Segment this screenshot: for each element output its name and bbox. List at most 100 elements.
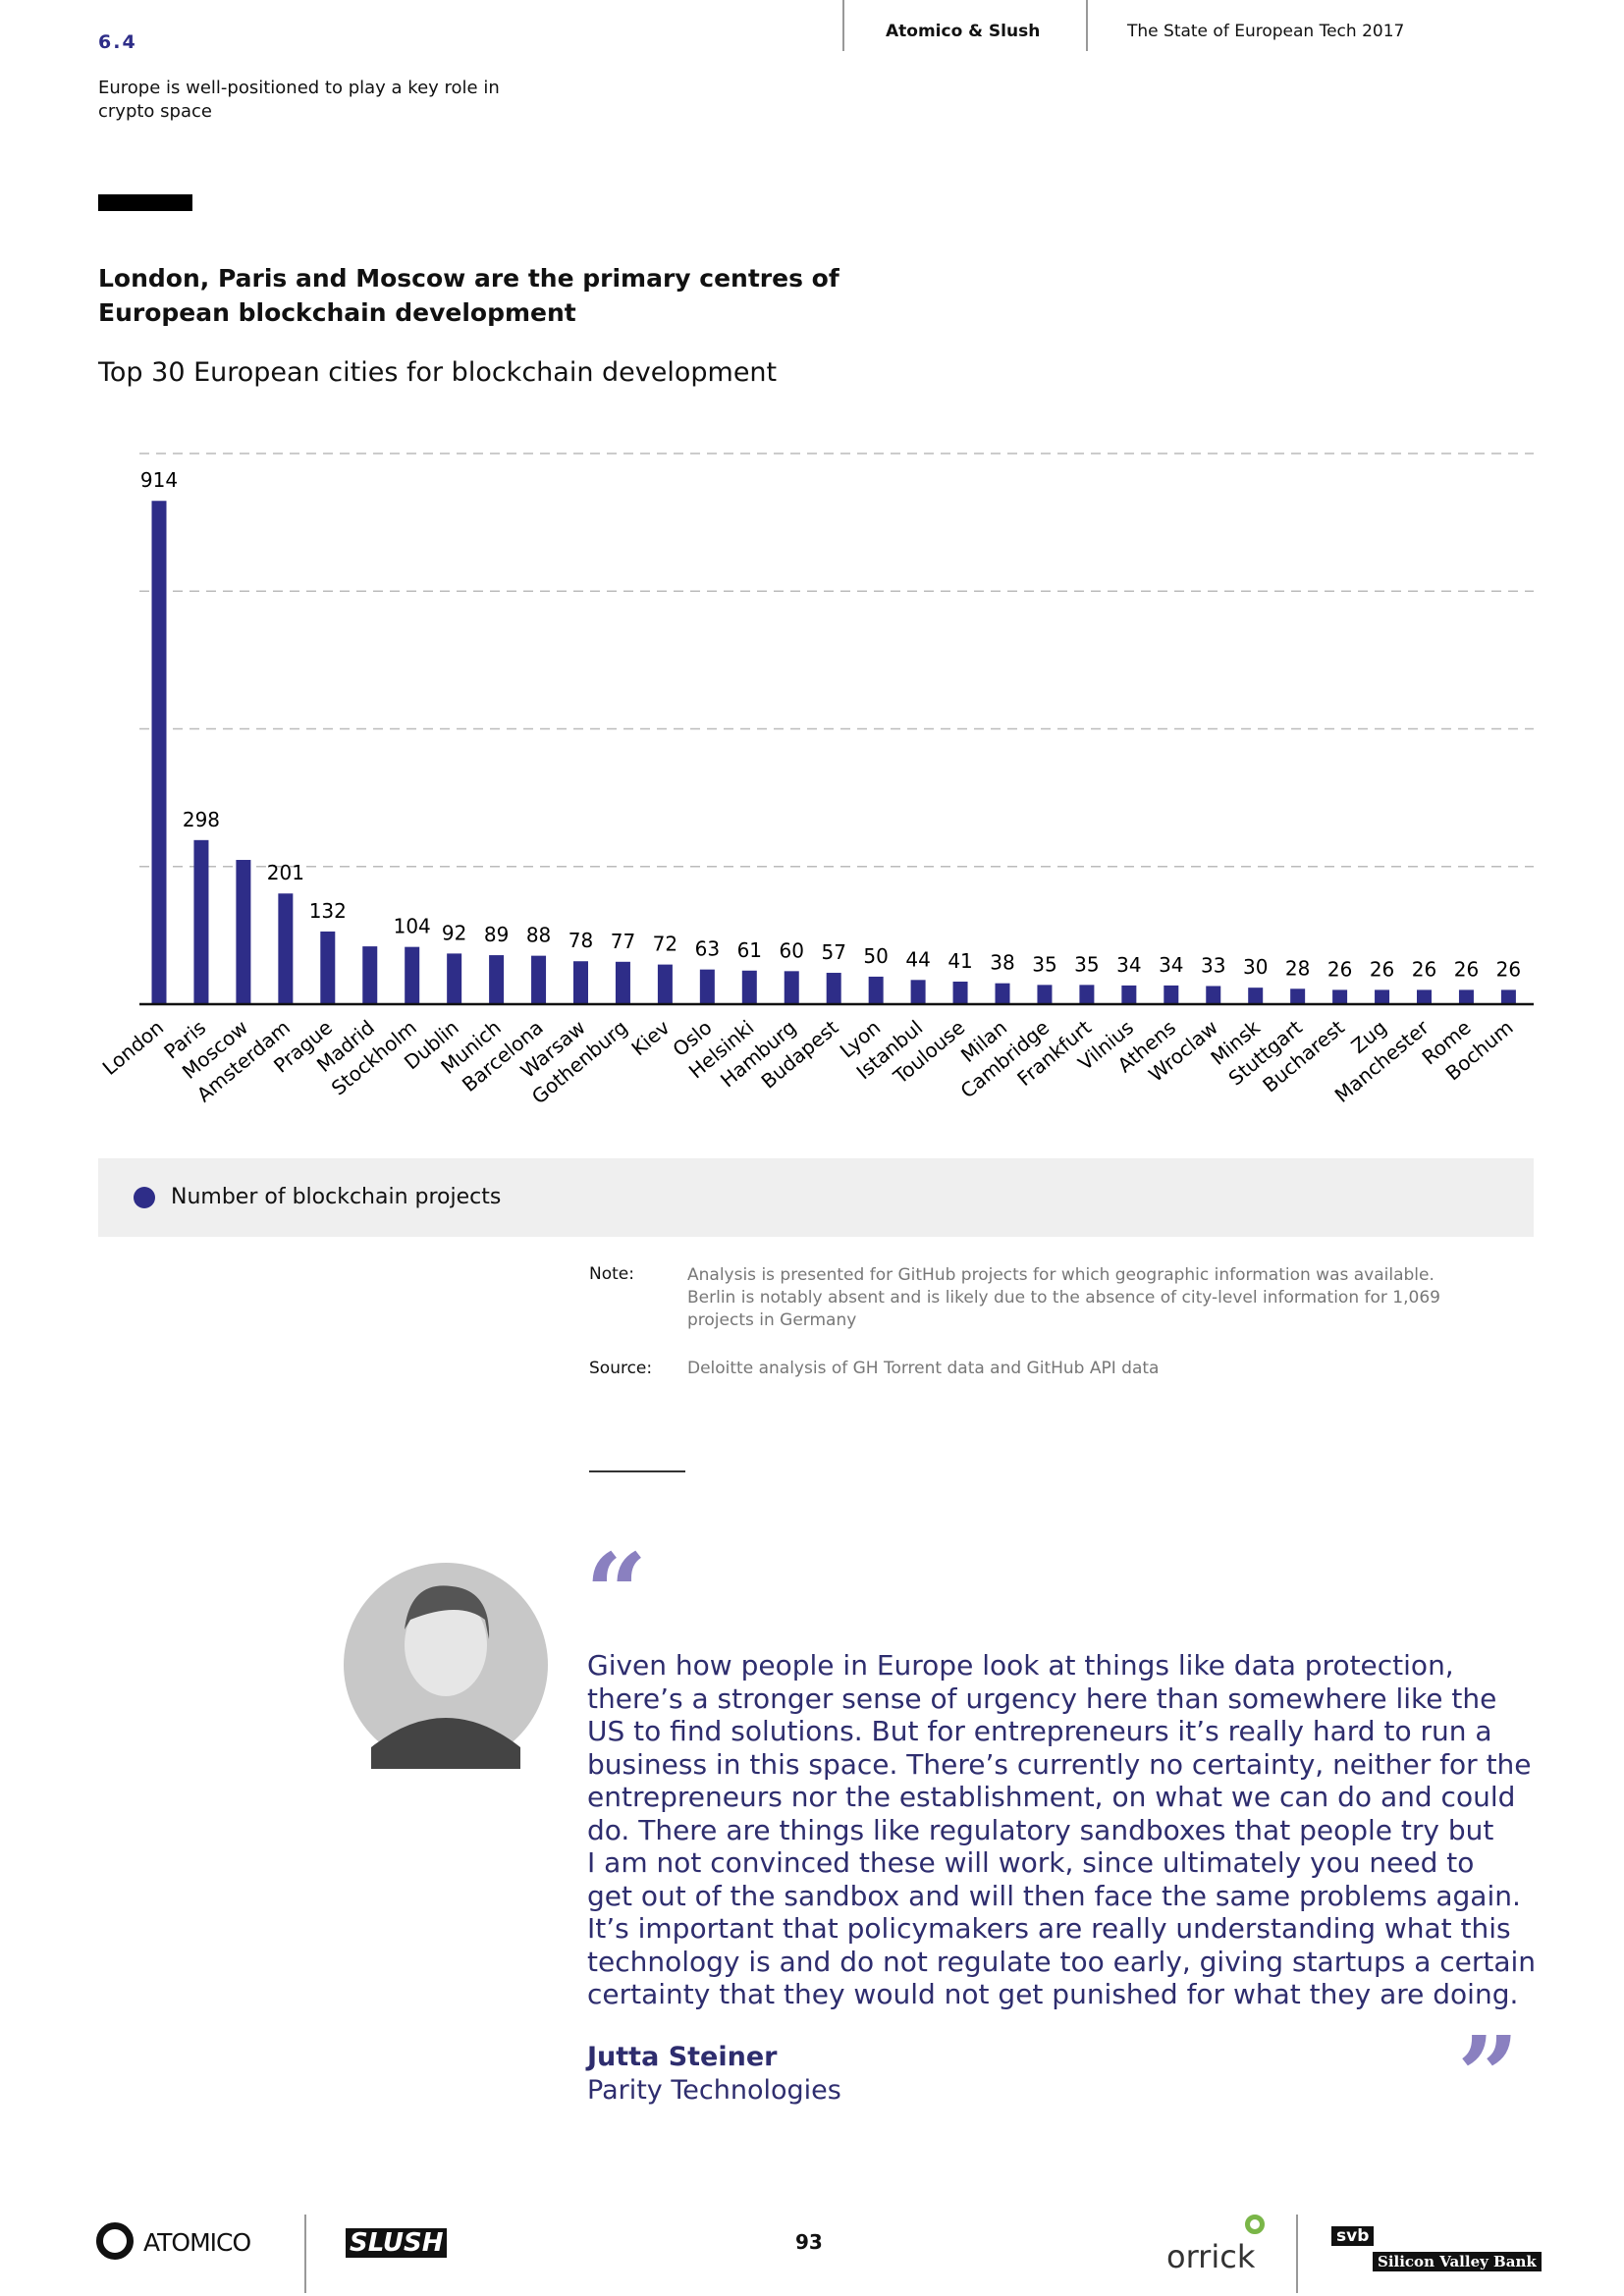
- bar: [1417, 989, 1432, 1004]
- divider: [589, 1470, 685, 1472]
- value-label: 50: [863, 944, 888, 968]
- bar: [1248, 988, 1264, 1004]
- x-tick-label: London: [98, 1015, 169, 1080]
- quote-company: Parity Technologies: [587, 2075, 841, 2106]
- bar: [657, 964, 673, 1004]
- bar: [362, 946, 378, 1004]
- value-label: 41: [947, 949, 972, 973]
- quote-line: I am not convinced these will work, sinc…: [587, 1846, 1475, 1879]
- bar: [1037, 985, 1053, 1004]
- chart-title: London, Paris and Moscow are the primary…: [98, 264, 839, 327]
- quote-line: entrepreneurs nor the establishment, on …: [587, 1781, 1516, 1813]
- quote-line: Given how people in Europe look at thing…: [587, 1649, 1454, 1682]
- value-label: 298: [183, 808, 220, 831]
- value-label: 33: [1201, 953, 1225, 977]
- bar: [1079, 985, 1095, 1004]
- value-label: 63: [695, 937, 720, 961]
- divider: [842, 0, 844, 51]
- value-label: 104: [394, 915, 431, 938]
- quote-mark-open: “: [585, 1529, 648, 1656]
- divider: [1086, 0, 1088, 51]
- value-label: 60: [780, 938, 804, 962]
- quote-line: business in this space. There’s currentl…: [587, 1747, 1532, 1781]
- accent-bar: [98, 194, 192, 211]
- logo-svb: svb: [1331, 2226, 1375, 2246]
- value-label: 72: [653, 933, 677, 956]
- logo-svb-name: Silicon Valley Bank: [1373, 2252, 1542, 2271]
- quote: Given how people in Europe look at thing…: [587, 1649, 1536, 2011]
- source-text: Deloitte analysis of GH Torrent data and…: [687, 1359, 1160, 1378]
- logo-orrick: orrick: [1166, 2238, 1256, 2275]
- value-label: 88: [526, 924, 551, 947]
- bar: [1332, 989, 1348, 1004]
- atomico-icon: [96, 2222, 134, 2260]
- logo-slush: SLUSH: [346, 2228, 448, 2258]
- value-label: 89: [484, 923, 509, 946]
- value-label: 57: [821, 940, 845, 964]
- bar: [826, 973, 841, 1004]
- value-label: 38: [990, 951, 1014, 975]
- bar: [1290, 988, 1306, 1004]
- bar: [405, 946, 420, 1004]
- value-label: 78: [568, 929, 593, 952]
- value-label: 26: [1412, 957, 1436, 981]
- bar: [531, 955, 547, 1004]
- quote-line: certainty that they would not get punish…: [587, 1978, 1519, 2010]
- quote-line: US to find solutions. But for entreprene…: [587, 1715, 1492, 1747]
- bar: [784, 971, 799, 1004]
- bar: [151, 501, 167, 1005]
- value-label: 35: [1074, 952, 1099, 976]
- x-tick-label: Kiev: [626, 1015, 674, 1060]
- portrait: [344, 1563, 548, 1769]
- bar: [1375, 989, 1390, 1004]
- bar: [278, 893, 294, 1004]
- legend-label: Number of blockchain projects: [171, 1185, 502, 1209]
- bar: [952, 981, 968, 1004]
- value-label: 26: [1370, 957, 1394, 981]
- quote-line: get out of the sandbox and will then fac…: [587, 1879, 1521, 1912]
- divider: [304, 2215, 306, 2293]
- quote-line: do. There are things like regulatory san…: [587, 1813, 1494, 1846]
- bar: [193, 839, 209, 1004]
- legend: Number of blockchain projects: [98, 1158, 1534, 1237]
- quote-line: technology is and do not regulate too ea…: [587, 1945, 1537, 1978]
- source-label: Source:: [589, 1359, 653, 1378]
- note-text: Analysis is presented for GitHub project…: [687, 1265, 1440, 1330]
- bar: [1206, 986, 1221, 1004]
- value-label: 28: [1285, 956, 1310, 980]
- orrick-icon: [1245, 2215, 1265, 2234]
- bar: [995, 983, 1010, 1004]
- section-title: Europe is well-positioned to play a key …: [98, 78, 500, 122]
- report-title: The State of European Tech 2017: [1127, 22, 1405, 41]
- chart-subtitle: Top 30 European cities for blockchain de…: [98, 357, 778, 388]
- bar: [236, 860, 251, 1004]
- divider: [1296, 2215, 1298, 2293]
- bar: [1458, 989, 1474, 1004]
- note-label: Note:: [589, 1264, 634, 1284]
- bar: [573, 961, 588, 1004]
- value-label: 26: [1496, 957, 1521, 981]
- bar: [489, 955, 505, 1004]
- bar: [868, 976, 884, 1004]
- logo-atomico: ATOMICO: [143, 2228, 251, 2257]
- quote-line: there’s a stronger sense of urgency here…: [587, 1682, 1497, 1715]
- value-label: 92: [442, 921, 466, 944]
- quote-author: Jutta Steiner: [587, 2042, 778, 2072]
- value-label: 914: [140, 468, 178, 492]
- value-label: 26: [1327, 957, 1352, 981]
- value-label: 30: [1243, 955, 1268, 979]
- value-label: 132: [309, 899, 347, 923]
- legend-swatch: [134, 1187, 155, 1208]
- bar: [615, 961, 630, 1004]
- publisher: Atomico & Slush: [886, 22, 1041, 41]
- value-label: 61: [737, 938, 762, 962]
- page-number: 93: [795, 2230, 823, 2254]
- value-label: 35: [1032, 952, 1056, 976]
- value-label: 44: [905, 947, 930, 971]
- value-label: 77: [611, 930, 635, 953]
- bar: [1500, 989, 1516, 1004]
- value-label: 26: [1454, 957, 1479, 981]
- value-label: 34: [1116, 953, 1141, 977]
- quote-mark-close: ”: [1457, 2012, 1520, 2139]
